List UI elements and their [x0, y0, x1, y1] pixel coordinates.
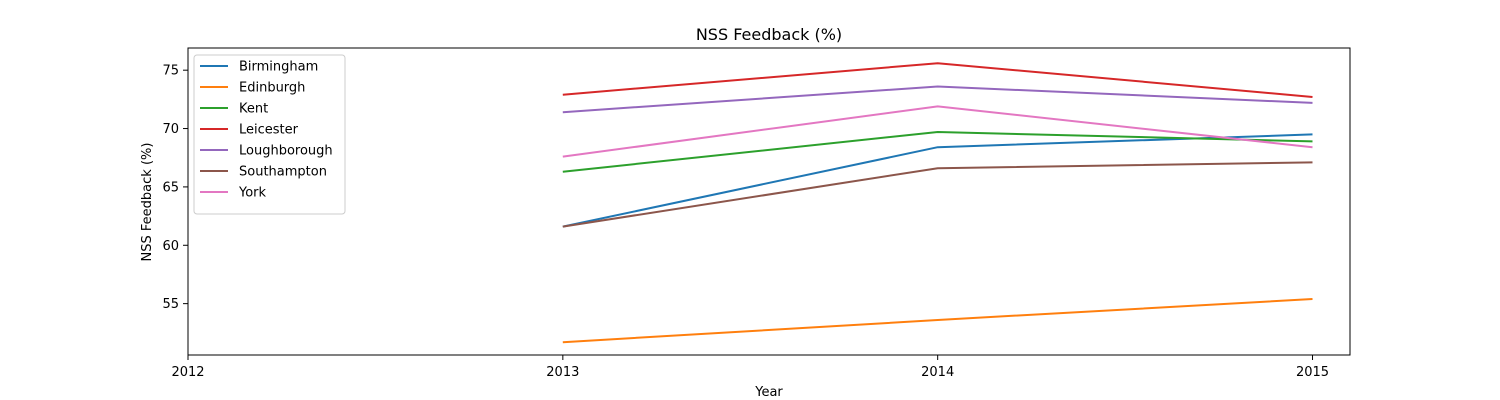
legend-item-york: York: [200, 186, 267, 201]
legend-label: Southampton: [239, 165, 327, 180]
series-layer: [562, 62, 1313, 344]
plot-frame: [187, 47, 1351, 356]
series-line-loughborough: [562, 85, 1313, 114]
x-tick-label: 2015: [1296, 365, 1329, 380]
legend-label: Edinburgh: [239, 81, 305, 96]
x-axis-label: Year: [754, 385, 783, 400]
y-tick-label: 60: [162, 239, 179, 254]
legend-item-leicester: Leicester: [200, 123, 299, 138]
legend-label: Leicester: [239, 123, 299, 138]
legend: Birmingham Edinburgh Kent Leicester Loughbor…: [193, 54, 346, 215]
legend-item-loughborough: Loughborough: [200, 144, 333, 159]
legend-label: Birmingham: [239, 60, 318, 75]
y-axis-label: NSS Feedback (%): [140, 143, 155, 262]
legend-box: [193, 54, 346, 215]
plot-area: [187, 47, 1351, 356]
legend-label: Kent: [239, 102, 268, 117]
series-line-southampton: [562, 161, 1313, 228]
y-axis: 55 60 65 70 75: [162, 64, 188, 312]
legend-label: Loughborough: [239, 144, 333, 159]
legend-item-edinburgh: Edinburgh: [200, 81, 305, 96]
x-axis: 2012 2013 2014 2015: [171, 355, 1329, 380]
x-tick-label: 2013: [546, 365, 579, 380]
legend-item-kent: Kent: [200, 102, 268, 117]
series-line-edinburgh: [562, 298, 1313, 344]
y-tick-label: 65: [162, 180, 179, 195]
y-tick-label: 70: [162, 122, 179, 137]
y-tick-label: 55: [162, 297, 179, 312]
y-tick-label: 75: [162, 64, 179, 79]
legend-item-southampton: Southampton: [200, 165, 327, 180]
legend-item-birmingham: Birmingham: [200, 60, 318, 75]
legend-label: York: [238, 186, 267, 201]
x-tick-label: 2012: [171, 365, 204, 380]
series-line-kent: [562, 131, 1313, 173]
chart-title: NSS Feedback (%): [696, 25, 842, 44]
x-tick-label: 2014: [921, 365, 954, 380]
series-line-york: [562, 105, 1313, 158]
series-line-leicester: [562, 62, 1313, 98]
